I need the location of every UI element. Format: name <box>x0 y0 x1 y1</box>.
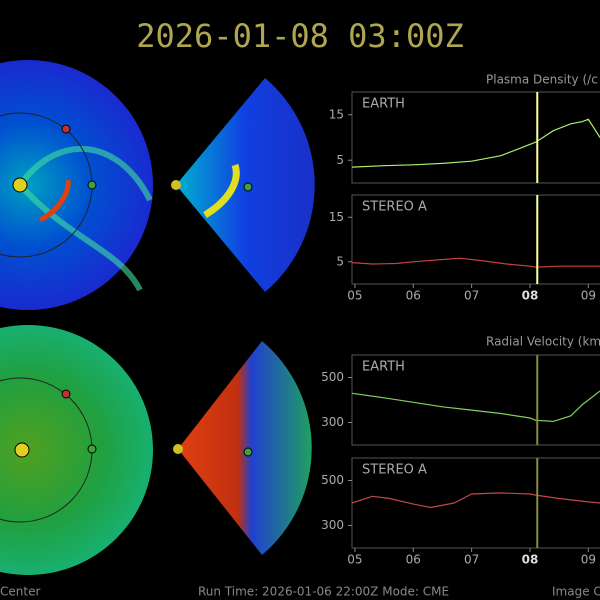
panel-label: EARTH <box>362 97 405 112</box>
y-tick-label: 300 <box>321 415 344 429</box>
velocity-meridional-view <box>178 341 312 555</box>
series-line <box>351 492 600 509</box>
time-title: 2026-01-08 03:00Z <box>136 17 464 55</box>
plot-frame <box>351 194 600 285</box>
y-tick-label: 15 <box>329 210 344 224</box>
x-tick-label: 08 <box>522 289 539 303</box>
chart-title: Radial Velocity (km <box>486 335 600 349</box>
footer-right: Image C <box>552 585 600 599</box>
x-tick-label: 09 <box>581 289 596 303</box>
y-tick-label: 5 <box>336 153 344 167</box>
y-tick-label: 500 <box>321 473 344 487</box>
x-tick-label: 05 <box>347 289 362 303</box>
density-polar-view <box>0 60 153 310</box>
x-tick-label: 05 <box>347 553 362 567</box>
series-line <box>351 257 600 268</box>
x-tick-label: 07 <box>464 289 479 303</box>
y-tick-label: 300 <box>321 518 344 532</box>
series-line <box>351 390 600 423</box>
x-tick-label: 08 <box>522 553 539 567</box>
panel-label: STEREO A <box>362 463 427 478</box>
x-tick-label: 06 <box>406 289 421 303</box>
footer-left: Center <box>0 585 40 599</box>
plot-frame <box>351 91 600 184</box>
panel-label: STEREO A <box>362 200 427 215</box>
series-line <box>351 118 600 168</box>
y-tick-label: 15 <box>329 107 344 121</box>
chart-title: Plasma Density (/c <box>486 73 598 87</box>
x-tick-label: 09 <box>581 553 596 567</box>
footer-center: Run Time: 2026-01-06 22:00Z Mode: CME <box>198 585 449 599</box>
y-tick-label: 500 <box>321 370 344 384</box>
x-tick-label: 06 <box>406 553 421 567</box>
sim-images <box>0 60 315 575</box>
y-tick-label: 5 <box>336 254 344 268</box>
plot-frame <box>351 354 600 446</box>
x-tick-label: 07 <box>464 553 479 567</box>
panel-label: EARTH <box>362 360 405 375</box>
velocity-polar-view <box>0 325 153 575</box>
